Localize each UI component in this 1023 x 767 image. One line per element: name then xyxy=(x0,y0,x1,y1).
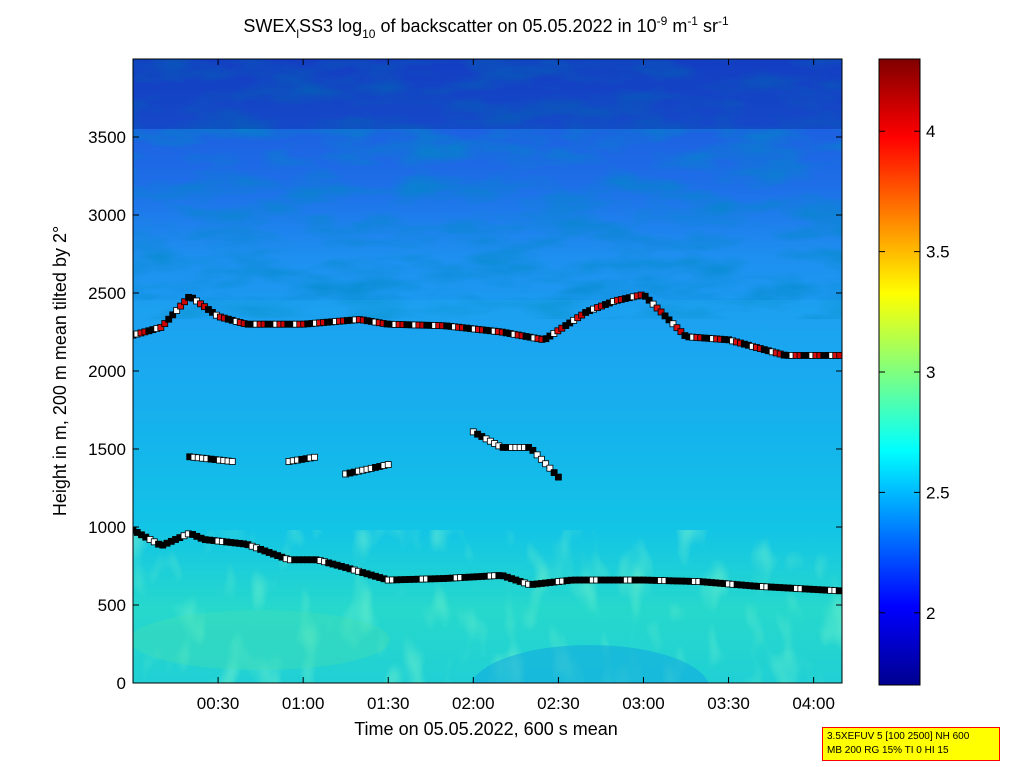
processing-note: 3.5XEFUV 5 [100 2500] NH 600 MB 200 RG 1… xyxy=(822,727,1000,761)
middle-layer-marker xyxy=(542,460,550,468)
upper-layer-marker xyxy=(661,312,669,320)
upper-layer-marker xyxy=(665,316,673,324)
x-tick-label: 01:30 xyxy=(367,694,410,713)
middle-layer-marker xyxy=(555,473,562,481)
middle-layer-marker xyxy=(546,464,554,472)
mixing-layer-marker xyxy=(835,587,842,595)
upper-layer-marker xyxy=(181,298,189,306)
upper-layer-marker xyxy=(641,292,649,300)
y-tick-label: 0 xyxy=(117,674,126,693)
y-tick-label: 2000 xyxy=(88,362,126,381)
upper-layer-marker xyxy=(157,324,165,331)
colorbar-tick-label: 3 xyxy=(926,363,935,382)
heatmap xyxy=(133,59,842,683)
upper-layer-marker xyxy=(169,311,177,319)
upper-layer-marker xyxy=(653,304,661,312)
y-tick-label: 2500 xyxy=(88,284,126,303)
y-axis: 0 500 1000 1500 2000 2500 3000 3500 xyxy=(88,128,842,693)
note-line-2: MB 200 RG 15% TI 0 HI 15 xyxy=(827,745,949,756)
note-line-1: 3.5XEFUV 5 [100 2500] NH 600 xyxy=(827,731,970,742)
colorbar-tick-label: 3.5 xyxy=(926,243,950,262)
upper-layer-marker xyxy=(161,320,169,327)
x-axis-label: Time on 05.05.2022, 600 s mean xyxy=(354,719,618,739)
upper-layer-marker xyxy=(645,296,653,304)
upper-layer-marker xyxy=(836,351,842,359)
upper-layer-marker xyxy=(173,307,181,314)
middle-layer-marker xyxy=(311,453,318,461)
upper-layer-marker xyxy=(649,300,657,308)
x-tick-label: 02:30 xyxy=(537,694,580,713)
middle-layer-marker xyxy=(384,461,392,469)
x-tick-label: 03:00 xyxy=(622,694,665,713)
x-tick-label: 00:30 xyxy=(197,694,240,713)
y-axis-label: Height in m, 200 m mean tilted by 2° xyxy=(50,226,70,516)
x-tick-label: 02:00 xyxy=(452,694,495,713)
x-tick-label: 01:00 xyxy=(282,694,325,713)
upper-layer-marker xyxy=(177,302,185,310)
middle-layer-marker xyxy=(550,469,558,477)
upper-layer-marker xyxy=(165,315,173,323)
y-tick-label: 3000 xyxy=(88,206,126,225)
upper-layer-marker xyxy=(657,308,665,316)
colorbar-tick-label: 2.5 xyxy=(926,483,950,502)
colorbar-tick-label: 4 xyxy=(926,122,935,141)
x-tick-label: 03:30 xyxy=(707,694,750,713)
middle-layer-marker xyxy=(537,455,545,463)
colorbar-tick-label: 2 xyxy=(926,604,935,623)
upper-layer-marker xyxy=(673,324,681,332)
middle-layer-marker xyxy=(533,451,541,459)
middle-layer-marker xyxy=(228,458,236,465)
upper-layer-marker xyxy=(677,328,685,336)
x-tick-label: 04:00 xyxy=(792,694,835,713)
y-tick-label: 500 xyxy=(98,596,126,615)
x-axis: 00:30 01:00 01:30 02:00 02:30 03:00 03:30 04:00 xyxy=(197,59,835,713)
upper-layer-marker xyxy=(669,320,677,328)
layer-markers xyxy=(133,291,842,595)
y-tick-label: 3500 xyxy=(88,128,126,147)
chart-title: SWEXlSS3 log10 of backscatter on 05.05.2… xyxy=(243,14,729,41)
y-tick-label: 1000 xyxy=(88,518,126,537)
middle-layer-marker xyxy=(529,447,537,454)
y-tick-label: 1500 xyxy=(88,440,126,459)
colorbar: 2 2.5 3 3.5 4 xyxy=(878,58,950,686)
